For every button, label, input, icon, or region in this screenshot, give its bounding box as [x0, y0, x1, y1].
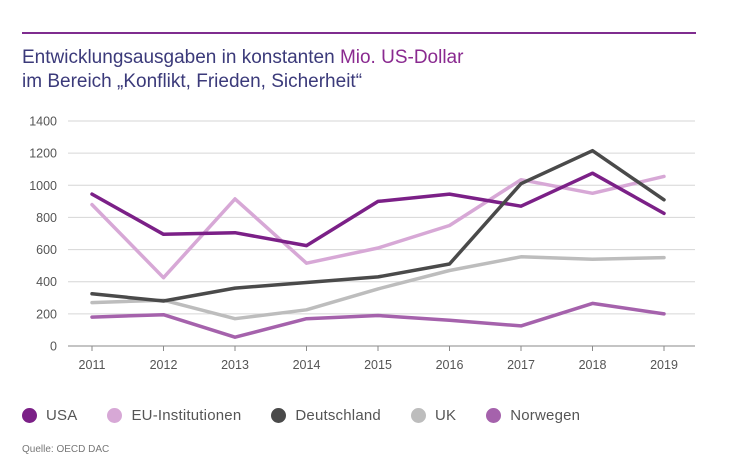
series-line-usa	[90, 171, 666, 248]
legend-item-usa: USA	[22, 407, 77, 424]
legend-marker-usa	[22, 407, 37, 423]
y-tick-label-800: 800	[36, 211, 57, 225]
title-line-2: im Bereich „Konflikt, Frieden, Sicherhei…	[22, 71, 363, 92]
x-tick-label-2018: 2018	[579, 358, 607, 372]
legend-item-norwegen: Norwegen	[486, 407, 580, 424]
x-tick-label-2016: 2016	[436, 358, 464, 372]
x-tick-label-2017: 2017	[507, 358, 535, 372]
y-tick-label-1000: 1000	[29, 179, 57, 193]
source-note: Quelle: OECD DAC	[22, 444, 110, 455]
x-tick-label-2019: 2019	[650, 358, 678, 372]
legend-marker-eu-institutionen	[107, 407, 123, 423]
title-prefix: Entwicklungsausgaben in konstanten	[22, 47, 340, 68]
y-tick-label-200: 200	[36, 307, 57, 321]
series-line-deutschland	[90, 148, 666, 303]
legend-label-norwegen: Norwegen	[510, 406, 581, 424]
legend-label-uk: UK	[434, 406, 457, 424]
x-tick-label-2014: 2014	[293, 358, 321, 372]
title-line-1: Entwicklungsausgaben in konstanten Mio. …	[22, 46, 712, 70]
legend-label-usa: USA	[46, 406, 78, 424]
series-line-norwegen	[90, 301, 666, 339]
series-line-eu-institutionen	[90, 174, 666, 280]
x-tick-label-2015: 2015	[364, 358, 392, 372]
x-tick-label-2011: 2011	[79, 358, 106, 372]
x-tick-label-2012: 2012	[150, 358, 178, 372]
grid-lines	[68, 120, 695, 351]
y-tick-label-0: 0	[50, 340, 57, 354]
x-axis-ticks: 2011 2012 2013 2014 2015 2016 2017 2018 2019	[79, 358, 678, 372]
series-line-uk	[90, 255, 666, 321]
legend-marker-deutschland	[271, 407, 287, 423]
legend-label-deutschland: Deutschland	[295, 406, 381, 424]
top-rule	[22, 32, 696, 34]
legend: USA EU-Institutionen Deutschland UK Norwegen	[22, 402, 610, 428]
legend-item-eu-institutionen: EU-Institutionen	[107, 407, 241, 424]
y-tick-label-1400: 1400	[29, 115, 57, 129]
y-axis-ticks: 0 200 400 600 800 1000 1200 1400	[29, 115, 57, 354]
legend-item-uk: UK	[410, 406, 457, 424]
y-tick-label-1200: 1200	[29, 147, 57, 161]
series-lines	[90, 148, 666, 339]
legend-marker-norwegen	[486, 407, 502, 423]
y-tick-label-600: 600	[36, 243, 57, 257]
chart-title: Entwicklungsausgaben in konstanten Mio. …	[22, 46, 712, 94]
legend-label-eu-institutionen: EU-Institutionen	[131, 406, 242, 424]
title-accent: Mio. US-Dollar	[339, 47, 464, 68]
y-tick-label-400: 400	[36, 275, 57, 289]
x-tick-label-2013: 2013	[221, 358, 249, 372]
legend-item-deutschland: Deutschland	[271, 407, 381, 424]
legend-marker-uk	[410, 407, 426, 423]
